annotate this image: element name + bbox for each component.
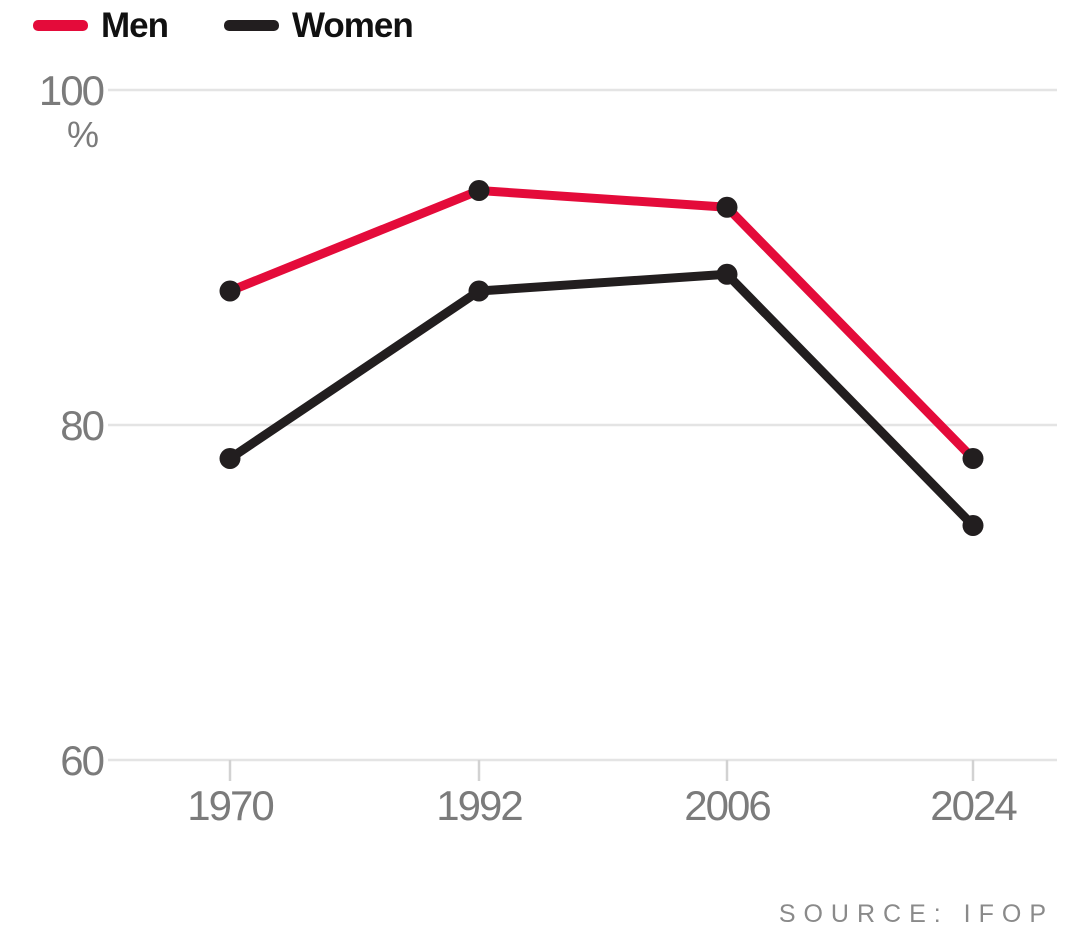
data-point-men-1970 [219,280,241,302]
y-tick-label-80: 80 [60,402,103,449]
legend-label-men: Men [101,5,169,45]
y-tick-label-100: 100 [39,67,104,114]
women-series-swatch [224,19,279,31]
source-credit: SOURCE: IFOP [778,900,1054,928]
data-point-men-1992 [468,180,490,201]
legend-item-men: Men [33,5,169,45]
data-point-women-2024 [962,515,984,536]
data-point-women-1992 [468,280,490,302]
x-tick-label-2006: 2006 [684,782,770,829]
data-point-men-2006 [716,196,738,218]
data-point-women-1970 [219,448,241,469]
men-series-swatch [33,19,88,31]
x-tick-label-2024: 2024 [930,782,1017,829]
data-point-men-2024 [962,448,984,469]
x-tick-label-1970: 1970 [187,782,273,829]
men-line-series [225,186,978,463]
data-point-women-2006 [716,263,738,285]
legend-item-women: Women [224,5,414,45]
y-tick-label-60: 60 [60,737,103,784]
y-axis-unit: % [67,114,99,155]
chart-legend: Men Women [33,2,414,48]
x-tick-label-1992: 1992 [436,782,522,829]
women-line-series [225,269,978,530]
legend-label-women: Women [292,5,414,45]
